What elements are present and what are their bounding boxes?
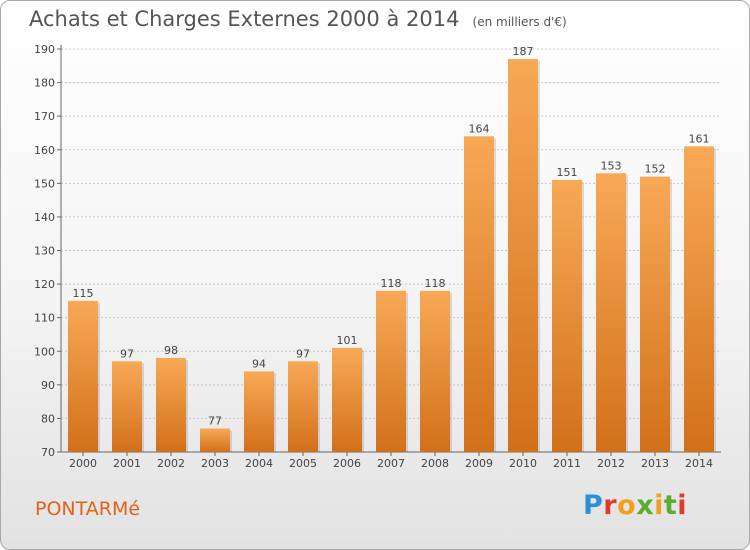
- bar-value-label: 77: [208, 414, 222, 427]
- logo-letter: r: [603, 490, 618, 521]
- bar: [508, 59, 538, 452]
- x-tick-label: 2002: [157, 457, 185, 470]
- logo-letter: t: [663, 490, 678, 521]
- y-tick-label: 130: [34, 245, 55, 258]
- logo-letter: P: [583, 490, 604, 521]
- bar-value-label: 152: [645, 163, 666, 176]
- bar-value-label: 115: [73, 287, 94, 300]
- x-tick-label: 2000: [69, 457, 97, 470]
- title-text: Achats et Charges Externes 2000 à 2014: [29, 7, 460, 31]
- unit-text: (en milliers d'€): [472, 15, 567, 29]
- y-tick-label: 140: [34, 211, 55, 224]
- y-tick-label: 90: [41, 379, 55, 392]
- bar-value-label: 187: [513, 45, 534, 58]
- bar: [464, 136, 494, 453]
- bar-value-label: 94: [252, 357, 266, 370]
- bar: [288, 361, 318, 452]
- x-tick-label: 2014: [685, 457, 713, 470]
- y-tick-label: 70: [41, 446, 55, 459]
- x-tick-label: 2012: [597, 457, 625, 470]
- x-tick-label: 2013: [641, 457, 669, 470]
- y-tick-label: 110: [34, 312, 55, 325]
- y-tick-label: 170: [34, 110, 55, 123]
- bar-value-label: 118: [425, 277, 446, 290]
- bar-value-label: 97: [296, 347, 310, 360]
- x-tick-label: 2001: [113, 457, 141, 470]
- chart-title: Achats et Charges Externes 2000 à 2014 (…: [29, 7, 567, 31]
- x-tick-label: 2010: [509, 457, 537, 470]
- bar-value-label: 97: [120, 347, 134, 360]
- logo-letter: i: [654, 490, 664, 521]
- y-tick-label: 100: [34, 345, 55, 358]
- bars: [68, 59, 716, 453]
- labels: 115 97 98 77 94 97 101 118 118 164 187 151 153 152 161: [73, 45, 710, 427]
- bar: [420, 290, 450, 452]
- bar: [596, 173, 626, 452]
- bar: [552, 179, 582, 452]
- bar-value-label: 98: [164, 344, 178, 357]
- y-tick-label: 80: [41, 412, 55, 425]
- y-tick-label: 160: [34, 144, 55, 157]
- bar-value-label: 101: [337, 334, 358, 347]
- commune-name: PONTARMé: [35, 498, 141, 520]
- x-tick-label: 2008: [421, 457, 449, 470]
- bar: [200, 428, 230, 452]
- x-tick-label: 2005: [289, 457, 317, 470]
- bar: [244, 371, 274, 452]
- bar-value-label: 153: [601, 159, 622, 172]
- x-tick-label: 2007: [377, 457, 405, 470]
- y-tick-label: 180: [34, 77, 55, 90]
- bar: [376, 290, 406, 452]
- proxiti-logo[interactable]: Proxiti: [583, 490, 687, 521]
- bar: [640, 176, 670, 452]
- y-tick-label: 120: [34, 278, 55, 291]
- bar: [684, 146, 714, 452]
- bar-value-label: 151: [557, 166, 578, 179]
- x-tick-label: 2006: [333, 457, 361, 470]
- bar: [332, 347, 362, 452]
- y-tick-label: 190: [34, 43, 55, 56]
- bar-value-label: 161: [689, 132, 710, 145]
- x-tick-label: 2003: [201, 457, 229, 470]
- x-tick-label: 2009: [465, 457, 493, 470]
- bar: [68, 300, 98, 452]
- x-tick-label: 2004: [245, 457, 273, 470]
- logo-letter: x: [636, 490, 655, 521]
- bar: [112, 361, 142, 452]
- x-tick-label: 2011: [553, 457, 581, 470]
- logo-letter: o: [617, 490, 637, 521]
- y-tick-label: 150: [34, 177, 55, 190]
- bar-value-label: 118: [381, 277, 402, 290]
- bar-value-label: 164: [469, 122, 490, 135]
- logo-letter: i: [677, 490, 688, 521]
- bar: [156, 357, 186, 452]
